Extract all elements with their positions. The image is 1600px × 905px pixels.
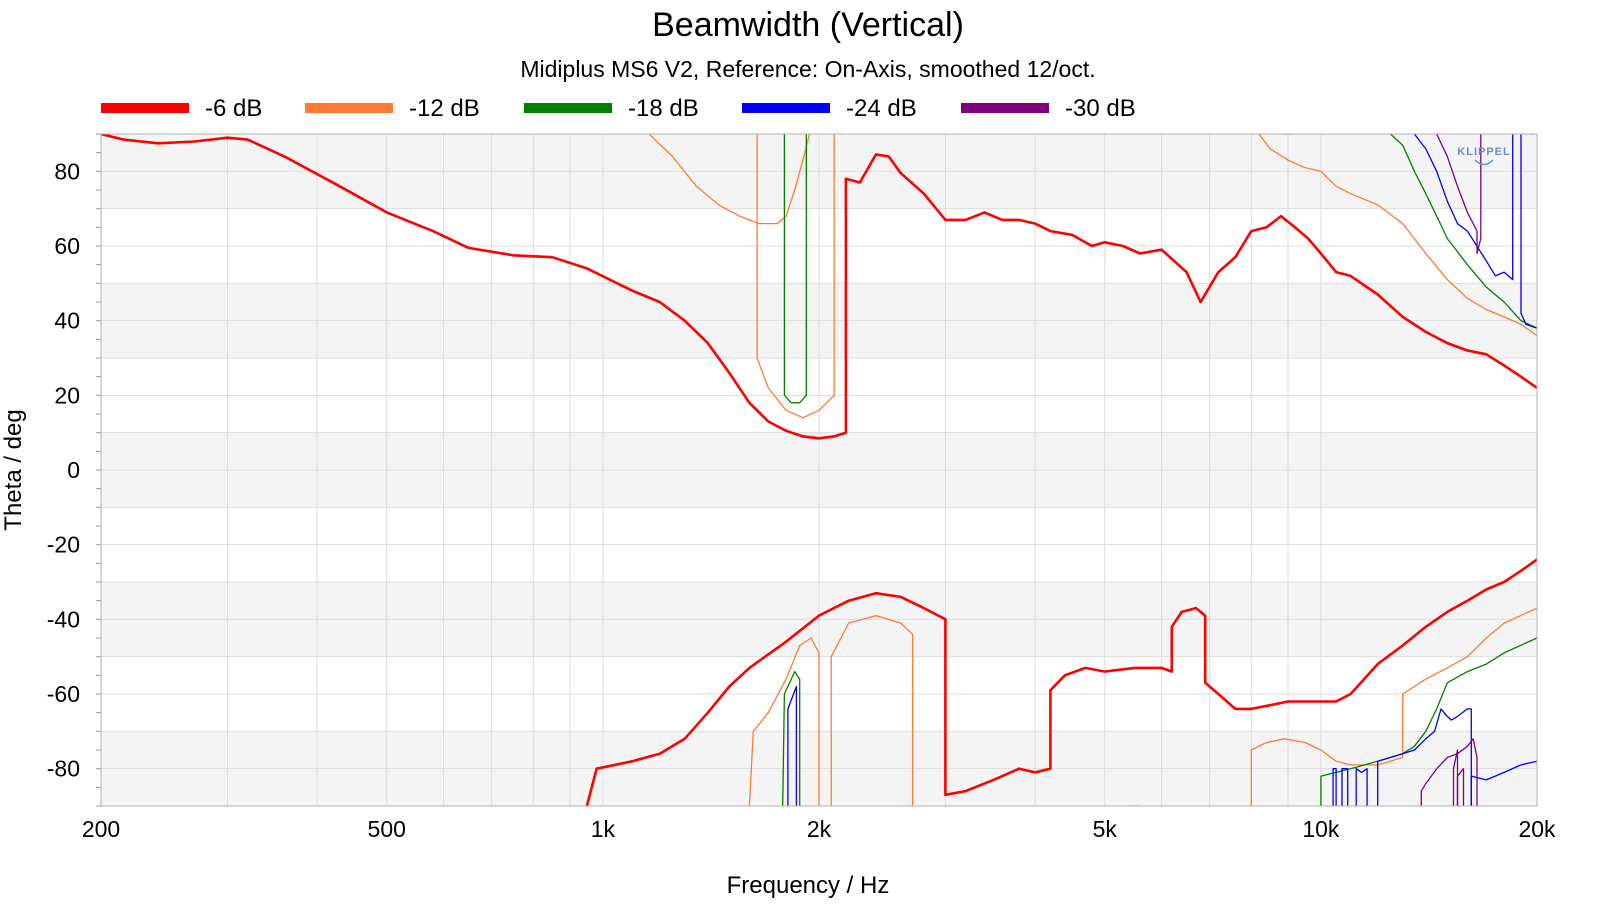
legend-swatch bbox=[961, 103, 1049, 113]
y-tick-label: 0 bbox=[67, 457, 80, 483]
series-line bbox=[1520, 134, 1537, 329]
x-tick-label: 5k bbox=[1093, 816, 1118, 842]
y-tick-label: -40 bbox=[47, 606, 80, 632]
series-line bbox=[1436, 134, 1482, 255]
legend-label: -24 dB bbox=[846, 95, 917, 122]
x-tick-label: 500 bbox=[368, 816, 406, 842]
legend-swatch bbox=[742, 103, 830, 113]
series-line bbox=[1420, 738, 1478, 806]
y-tick-label: 40 bbox=[54, 308, 80, 334]
x-axis-label: Frequency / Hz bbox=[727, 872, 890, 899]
series-line bbox=[748, 637, 820, 806]
series-line bbox=[1377, 708, 1472, 806]
logo-text: KLIPPEL bbox=[1457, 146, 1510, 158]
y-tick-label: -20 bbox=[47, 532, 80, 558]
x-tick-label: 10k bbox=[1302, 816, 1340, 842]
chart-title: Beamwidth (Vertical) bbox=[652, 6, 964, 44]
legend-label: -30 dB bbox=[1065, 95, 1136, 122]
legend-swatch bbox=[524, 103, 612, 113]
y-tick-label: 60 bbox=[54, 233, 80, 259]
series-line bbox=[1470, 760, 1537, 806]
series-line bbox=[1389, 134, 1537, 329]
series-line bbox=[101, 134, 1537, 440]
y-tick-label: 80 bbox=[54, 158, 80, 184]
series-line bbox=[585, 558, 1537, 806]
x-tick-label: 2k bbox=[807, 816, 832, 842]
x-axis-ticks: 200 500 1k 2k 5k 10k 20k bbox=[82, 816, 1556, 842]
y-axis-ticks: 80 60 40 20 0 -20 -40 -60 -80 bbox=[47, 133, 101, 807]
x-tick-label: 1k bbox=[591, 816, 616, 842]
chart-subtitle: Midiplus MS6 V2, Reference: On-Axis, smo… bbox=[520, 56, 1095, 82]
series-line bbox=[1413, 134, 1514, 281]
legend-swatch bbox=[305, 103, 393, 113]
series-line bbox=[1452, 749, 1459, 806]
y-tick-label: -60 bbox=[47, 681, 80, 707]
logo-arc bbox=[1474, 159, 1494, 166]
klippel-logo: KLIPPEL bbox=[1457, 146, 1510, 166]
series-line bbox=[830, 614, 914, 806]
legend-swatch bbox=[101, 103, 189, 113]
series-line bbox=[1320, 637, 1537, 806]
series-line bbox=[1341, 768, 1349, 806]
plot-grid bbox=[101, 134, 1537, 806]
series-line bbox=[756, 134, 835, 419]
x-tick-label: 200 bbox=[82, 816, 120, 842]
plot-series bbox=[101, 134, 1537, 806]
series-line bbox=[1258, 134, 1537, 337]
chart-legend: -6 dB -12 dB -18 dB -24 dB -30 dB bbox=[101, 95, 1136, 122]
y-tick-label: -80 bbox=[47, 756, 80, 782]
series-line bbox=[648, 134, 811, 225]
series-line bbox=[1355, 768, 1368, 806]
series-line bbox=[787, 685, 798, 806]
series-line bbox=[782, 670, 801, 806]
legend-label: -18 dB bbox=[628, 95, 699, 122]
series-line bbox=[1332, 768, 1337, 806]
y-tick-label: 20 bbox=[54, 382, 80, 408]
series-line bbox=[783, 134, 807, 404]
series-line bbox=[1250, 607, 1537, 806]
x-tick-label: 20k bbox=[1518, 816, 1556, 842]
legend-label: -12 dB bbox=[409, 95, 480, 122]
legend-label: -6 dB bbox=[205, 95, 262, 122]
y-axis-label: Theta / deg bbox=[0, 409, 27, 530]
